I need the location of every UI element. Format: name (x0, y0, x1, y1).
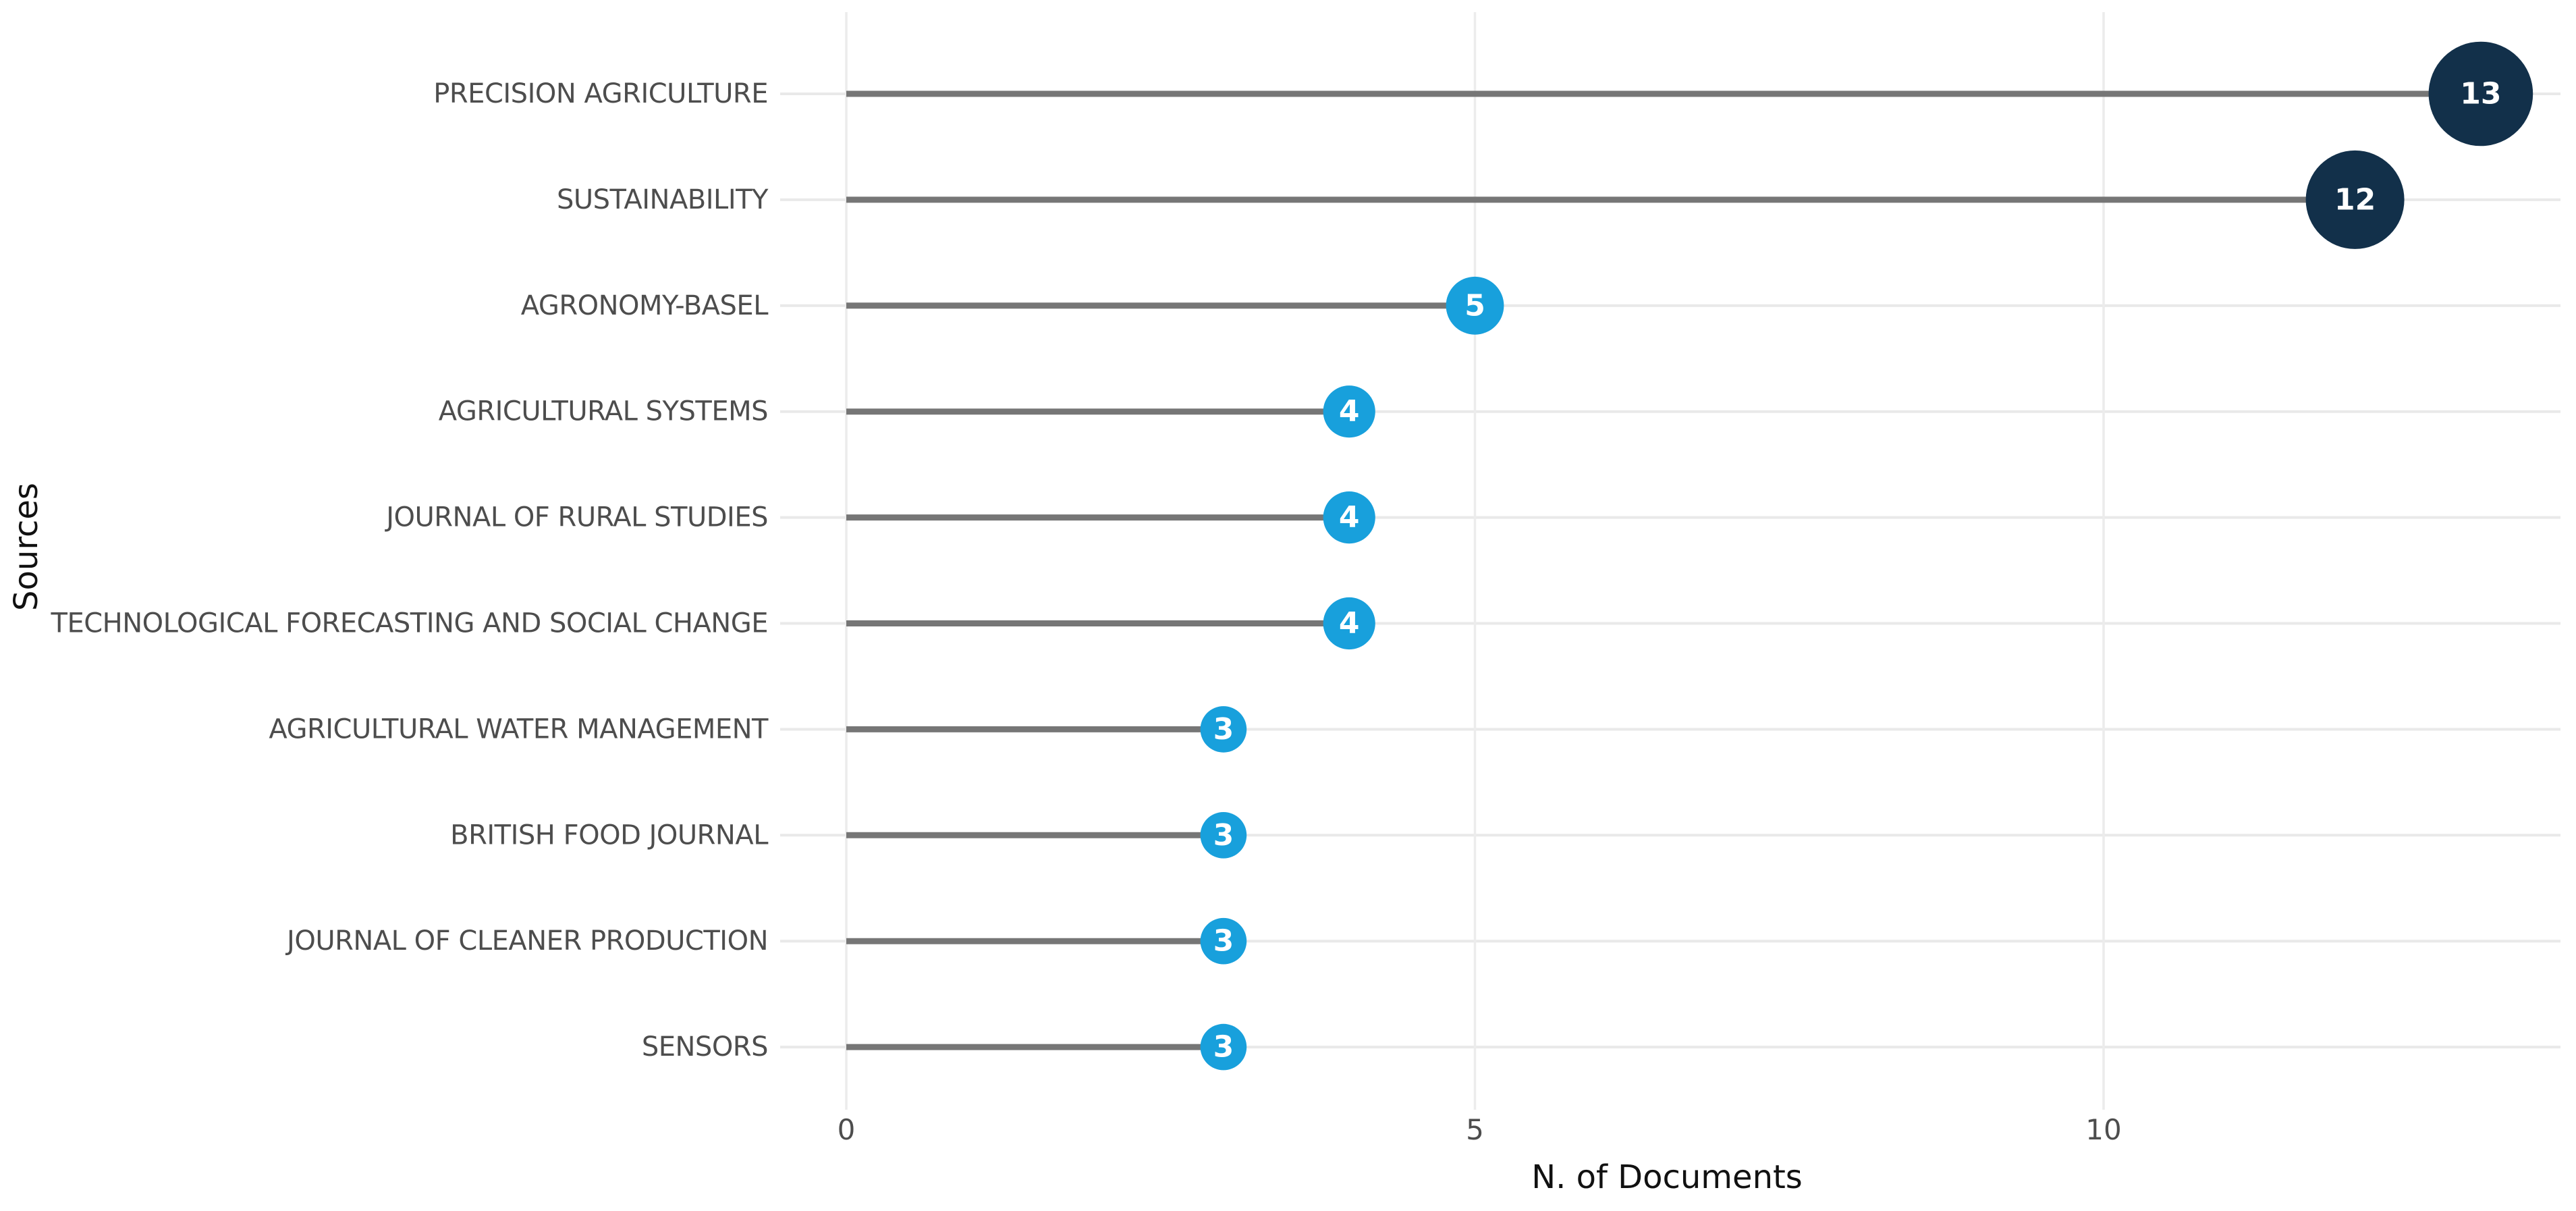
bubble (1200, 1023, 1247, 1071)
bubble (1323, 491, 1375, 544)
bubble-value: 4 (1339, 500, 1360, 535)
bubble (1200, 706, 1247, 753)
bubble-value: 13 (2460, 77, 2501, 111)
bubble (1323, 385, 1375, 438)
x-tick-labels-layer: 0 5 10 (838, 1113, 2122, 1146)
bubble (1200, 917, 1247, 965)
source-labels-layer: PRECISION AGRICULTURE SUSTAINABILITY AGRON… (51, 78, 769, 1062)
source-label: JOURNAL OF RURAL STUDIES (384, 502, 768, 533)
bubble-value: 3 (1213, 1030, 1234, 1065)
source-label: AGRICULTURAL WATER MANAGEMENT (269, 714, 769, 745)
x-axis-title: N. of Documents (1531, 1158, 1803, 1196)
bubble (1446, 276, 1504, 335)
source-label: TECHNOLOGICAL FORECASTING AND SOCIAL CHA… (51, 608, 768, 639)
bubble (2305, 150, 2405, 249)
bubble-value: 5 (1464, 288, 1485, 323)
x-tick-label: 0 (838, 1113, 856, 1146)
bubble (1200, 812, 1247, 859)
bubble-value: 12 (2334, 182, 2376, 217)
bubble (2428, 41, 2533, 146)
x-tick-label: 10 (2085, 1113, 2121, 1146)
source-label: AGRICULTURAL SYSTEMS (439, 396, 768, 427)
y-axis-title: Sources (7, 483, 45, 611)
source-label: SUSTAINABILITY (557, 184, 769, 215)
bubble (1323, 597, 1375, 650)
bubble-value: 4 (1339, 606, 1360, 641)
bubbles-layer: 13 12 5 4 4 4 3 3 3 3 (1200, 41, 2533, 1071)
source-label: AGRONOMY-BASEL (521, 290, 769, 321)
source-label: BRITISH FOOD JOURNAL (450, 819, 769, 851)
source-label: SENSORS (642, 1031, 768, 1062)
stems-layer (846, 90, 2481, 1050)
row-lines-layer (780, 92, 2560, 1049)
bubble-value: 4 (1339, 394, 1360, 429)
gridlines-layer (845, 12, 2105, 1110)
bubble-value: 3 (1213, 818, 1234, 853)
bubble-value: 3 (1213, 924, 1234, 959)
x-tick-label: 5 (1466, 1113, 1484, 1146)
bubble-value: 3 (1213, 712, 1234, 747)
source-label: PRECISION AGRICULTURE (433, 78, 768, 109)
source-label: JOURNAL OF CLEANER PRODUCTION (285, 925, 768, 957)
